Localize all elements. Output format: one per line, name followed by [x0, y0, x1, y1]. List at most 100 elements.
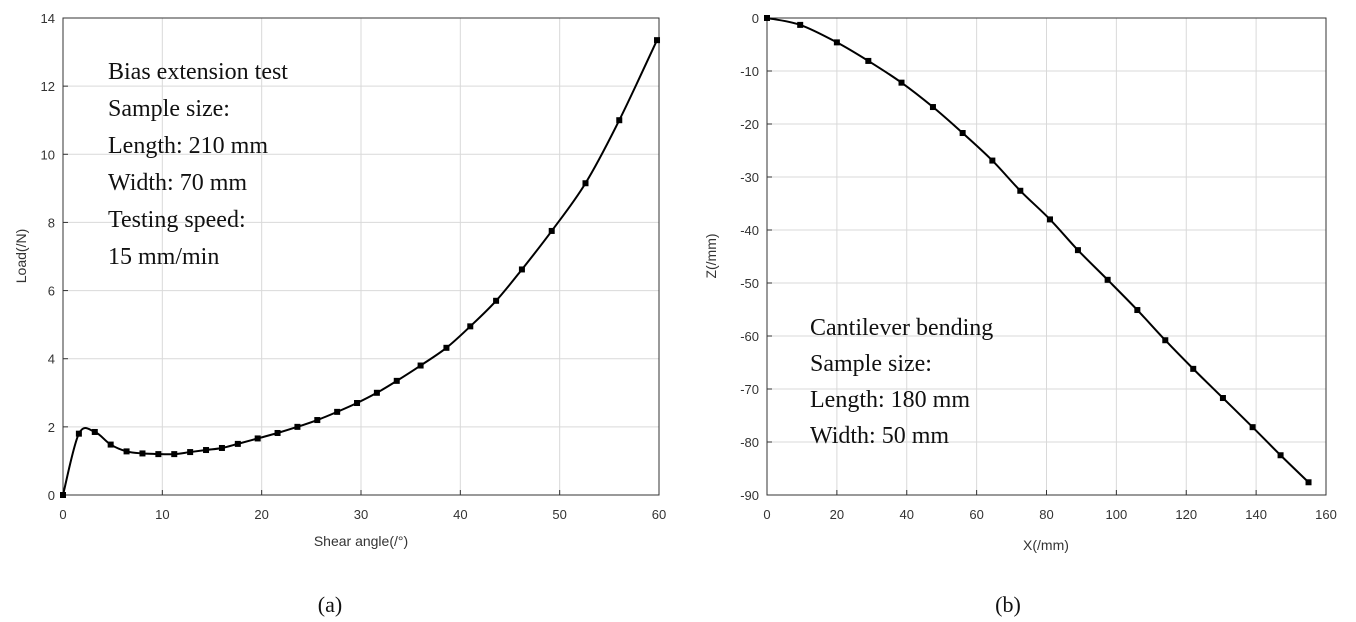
x-axis-label: X(/mm): [1023, 537, 1069, 553]
data-point: [314, 417, 321, 424]
y-tick-label: -20: [740, 117, 759, 132]
y-tick-label: -70: [740, 382, 759, 397]
x-tick-label: 60: [652, 507, 666, 522]
y-tick-label: 0: [48, 488, 55, 503]
data-point: [107, 441, 114, 448]
data-point: [218, 444, 225, 451]
data-point: [1277, 452, 1284, 459]
y-tick-label: -60: [740, 329, 759, 344]
annotation-line: Sample size:: [108, 96, 230, 122]
chart-b: 0 20 40 60 80 100 120 140 160 0 -10 -20 -30 -40 -50 -60…: [703, 11, 1337, 617]
data-point: [1046, 216, 1053, 223]
y-axis-label: Z(/mm): [703, 233, 719, 278]
data-point: [1249, 424, 1256, 431]
x-tick-label: 10: [155, 507, 169, 522]
data-point: [171, 451, 178, 458]
x-tick-label: 40: [900, 507, 914, 522]
annotation-line: Width: 50 mm: [810, 423, 949, 449]
data-point: [1190, 365, 1197, 372]
x-axis-label: Shear angle(/°): [314, 533, 408, 549]
x-tick-label: 120: [1175, 507, 1197, 522]
annotation-line: Testing speed:: [108, 207, 246, 233]
data-point: [1219, 395, 1226, 402]
data-point: [1162, 337, 1169, 344]
data-point: [123, 448, 130, 455]
annotation-line: Length: 210 mm: [108, 133, 268, 159]
data-point: [1104, 276, 1111, 283]
data-point: [75, 430, 82, 437]
y-tick-label: 8: [48, 215, 55, 230]
y-tick-label: 4: [48, 352, 55, 367]
data-point: [898, 79, 905, 86]
annotation-line: Cantilever bending: [810, 315, 993, 341]
data-point: [203, 447, 210, 454]
data-point: [548, 227, 555, 234]
data-point: [654, 37, 661, 44]
data-point: [234, 440, 241, 447]
y-axis-label: Load(/N): [13, 229, 29, 283]
y-tick-label: 14: [41, 11, 55, 26]
x-tick-label: 60: [969, 507, 983, 522]
x-tick-label: 0: [763, 507, 770, 522]
data-point: [1305, 479, 1312, 486]
x-tick-label: 100: [1106, 507, 1128, 522]
annotation-line: Width: 70 mm: [108, 170, 247, 196]
data-point: [582, 180, 589, 187]
data-point: [334, 408, 341, 415]
data-point: [764, 15, 770, 21]
y-tick-label: -90: [740, 488, 759, 503]
annotation-line: Sample size:: [810, 351, 932, 377]
data-point: [155, 451, 162, 458]
y-tick-label: -10: [740, 64, 759, 79]
x-tick-label: 140: [1245, 507, 1267, 522]
y-tick-label: 6: [48, 284, 55, 299]
data-point: [616, 117, 623, 124]
x-tick-label: 0: [59, 507, 66, 522]
y-tick-label: -50: [740, 276, 759, 291]
data-point: [373, 389, 380, 396]
data-point: [929, 104, 936, 111]
data-point: [91, 428, 98, 435]
chart-a: 0 10 20 30 40 50 60 0 2 4 6 8 10 12 14 Shear angle(/°) L…: [13, 11, 666, 617]
x-tick-label: 30: [354, 507, 368, 522]
data-point: [254, 435, 261, 442]
y-tick-label: 0: [752, 11, 759, 26]
data-point: [989, 157, 996, 164]
data-point: [393, 377, 400, 384]
annotation-line: 15 mm/min: [108, 244, 219, 270]
data-point: [493, 297, 500, 304]
y-tick-label: -40: [740, 223, 759, 238]
x-tick-label: 40: [453, 507, 467, 522]
panel-caption: (b): [995, 592, 1021, 617]
data-point: [959, 130, 966, 137]
data-point: [294, 423, 301, 430]
data-point: [443, 344, 450, 351]
data-point: [187, 449, 194, 456]
y-tick-label: 12: [41, 79, 55, 94]
data-point: [1017, 187, 1024, 194]
x-tick-label: 20: [254, 507, 268, 522]
y-tick-label: -30: [740, 170, 759, 185]
x-tick-label: 20: [830, 507, 844, 522]
y-tick-label: 10: [41, 147, 55, 162]
x-tick-label: 50: [552, 507, 566, 522]
data-point: [865, 57, 872, 64]
annotation-line: Length: 180 mm: [810, 387, 970, 413]
data-point: [467, 323, 474, 330]
panel-caption: (a): [318, 592, 342, 617]
data-point: [417, 362, 424, 369]
data-point: [274, 429, 281, 436]
y-tick-label: 2: [48, 420, 55, 435]
data-point: [139, 450, 146, 457]
data-point: [1134, 307, 1141, 314]
data-point: [833, 39, 840, 46]
data-point: [354, 400, 361, 407]
data-point: [797, 21, 804, 28]
y-tick-label: -80: [740, 435, 759, 450]
x-tick-label: 80: [1039, 507, 1053, 522]
data-point: [518, 266, 525, 273]
annotation-line: Bias extension test: [108, 59, 288, 85]
data-point: [1074, 247, 1081, 254]
data-point: [60, 492, 66, 498]
